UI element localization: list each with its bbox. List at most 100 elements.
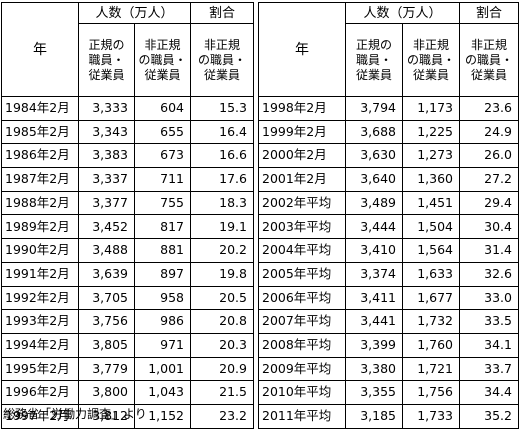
year-cell: 1993年2月 [1, 309, 79, 334]
regular-cell: 3,639 [78, 261, 135, 287]
header-regular: 正規の 職員・ 従業員 [78, 23, 135, 97]
table-row: 2011年平均 3,185 1,733 35.2 [258, 403, 519, 429]
ratio-cell: 17.6 [190, 167, 254, 192]
regular-cell: 3,756 [78, 309, 135, 334]
header-people-group: 人数（万人） [78, 2, 191, 24]
header-year: 年 [258, 2, 346, 97]
ratio-cell: 23.6 [459, 96, 519, 121]
employment-table-right: 年 人数（万人） 割合 正規の 職員・ 従業員 非正規 の職員・ 従業員 非正規 の職員・… [258, 2, 519, 429]
ratio-cell: 30.4 [459, 214, 519, 240]
regular-cell: 3,383 [78, 143, 135, 169]
regular-cell: 3,410 [345, 238, 403, 263]
nonregular-cell: 1,360 [402, 167, 460, 192]
year-cell: 1996年2月 [1, 380, 79, 405]
table-row: 1995年2月 3,779 1,001 20.9 [1, 356, 254, 382]
table-body-right: 1998年2月 3,794 1,173 23.6 1999年2月 3,688 1,225 24… [258, 96, 519, 429]
nonregular-cell: 1,001 [134, 356, 191, 382]
year-cell: 1987年2月 [1, 167, 79, 192]
table-row: 2004年平均 3,410 1,564 31.4 [258, 238, 519, 263]
regular-cell: 3,411 [345, 285, 403, 311]
nonregular-cell: 604 [134, 96, 191, 121]
table-row: 1999年2月 3,688 1,225 24.9 [258, 119, 519, 145]
ratio-cell: 27.2 [459, 167, 519, 192]
nonregular-cell: 1,043 [134, 380, 191, 405]
nonregular-cell: 986 [134, 309, 191, 334]
table-row: 1988年2月 3,377 755 18.3 [1, 190, 254, 216]
regular-cell: 3,355 [345, 380, 403, 405]
nonregular-cell: 755 [134, 190, 191, 216]
ratio-cell: 29.4 [459, 190, 519, 216]
regular-cell: 3,794 [345, 96, 403, 121]
ratio-cell: 21.5 [190, 380, 254, 405]
year-cell: 1991年2月 [1, 261, 79, 287]
ratio-cell: 20.9 [190, 356, 254, 382]
nonregular-cell: 958 [134, 285, 191, 311]
year-cell: 2000年2月 [258, 143, 346, 169]
regular-cell: 3,640 [345, 167, 403, 192]
nonregular-cell: 673 [134, 143, 191, 169]
table-row: 2001年2月 3,640 1,360 27.2 [258, 167, 519, 192]
regular-cell: 3,185 [345, 403, 403, 429]
regular-cell: 3,343 [78, 119, 135, 145]
regular-cell: 3,333 [78, 96, 135, 121]
year-cell: 2007年平均 [258, 309, 346, 334]
header-people-group: 人数（万人） [345, 2, 460, 24]
table-row: 1986年2月 3,383 673 16.6 [1, 143, 254, 169]
ratio-cell: 19.1 [190, 214, 254, 240]
nonregular-cell: 1,633 [402, 261, 460, 287]
nonregular-cell: 1,273 [402, 143, 460, 169]
year-cell: 2001年2月 [258, 167, 346, 192]
nonregular-cell: 971 [134, 332, 191, 358]
ratio-cell: 20.8 [190, 309, 254, 334]
regular-cell: 3,488 [78, 238, 135, 263]
regular-cell: 3,337 [78, 167, 135, 192]
table-row: 2003年平均 3,444 1,504 30.4 [258, 214, 519, 240]
nonregular-cell: 1,756 [402, 380, 460, 405]
header-nonregular: 非正規 の職員・ 従業員 [402, 23, 460, 97]
year-cell: 2003年平均 [258, 214, 346, 240]
header-ratio-group: 割合 [190, 2, 254, 24]
year-cell: 1998年2月 [258, 96, 346, 121]
year-cell: 1989年2月 [1, 214, 79, 240]
year-cell: 2008年平均 [258, 332, 346, 358]
regular-cell: 3,399 [345, 332, 403, 358]
year-cell: 2009年平均 [258, 356, 346, 382]
employment-table-left: 年 人数（万人） 割合 正規の 職員・ 従業員 非正規 の職員・ 従業員 非正規 の職員・… [1, 2, 254, 429]
header-nonregular: 非正規 の職員・ 従業員 [134, 23, 191, 97]
ratio-cell: 15.3 [190, 96, 254, 121]
ratio-cell: 16.4 [190, 119, 254, 145]
nonregular-cell: 1,451 [402, 190, 460, 216]
regular-cell: 3,377 [78, 190, 135, 216]
year-cell: 2006年平均 [258, 285, 346, 311]
nonregular-cell: 1,732 [402, 309, 460, 334]
year-cell: 1984年2月 [1, 96, 79, 121]
header-ratio-group: 割合 [459, 2, 519, 24]
year-cell: 2005年平均 [258, 261, 346, 287]
table-row: 2000年2月 3,630 1,273 26.0 [258, 143, 519, 169]
ratio-cell: 19.8 [190, 261, 254, 287]
nonregular-cell: 1,733 [402, 403, 460, 429]
year-cell: 1992年2月 [1, 285, 79, 311]
table-row: 1985年2月 3,343 655 16.4 [1, 119, 254, 145]
table-row: 1984年2月 3,333 604 15.3 [1, 96, 254, 121]
regular-cell: 3,630 [345, 143, 403, 169]
ratio-cell: 18.3 [190, 190, 254, 216]
regular-cell: 3,444 [345, 214, 403, 240]
ratio-cell: 20.5 [190, 285, 254, 311]
nonregular-cell: 655 [134, 119, 191, 145]
table-body-left: 1984年2月 3,333 604 15.3 1985年2月 3,343 655 16.4 19… [1, 96, 254, 429]
ratio-cell: 35.2 [459, 403, 519, 429]
ratio-cell: 33.7 [459, 356, 519, 382]
nonregular-cell: 897 [134, 261, 191, 287]
table-row: 2010年平均 3,355 1,756 34.4 [258, 380, 519, 405]
year-cell: 2010年平均 [258, 380, 346, 405]
nonregular-cell: 1,721 [402, 356, 460, 382]
year-cell: 1994年2月 [1, 332, 79, 358]
nonregular-cell: 1,564 [402, 238, 460, 263]
table-row: 2007年平均 3,441 1,732 33.5 [258, 309, 519, 334]
table-row: 1998年2月 3,794 1,173 23.6 [258, 96, 519, 121]
regular-cell: 3,688 [345, 119, 403, 145]
year-cell: 2002年平均 [258, 190, 346, 216]
nonregular-cell: 1,225 [402, 119, 460, 145]
ratio-cell: 24.9 [459, 119, 519, 145]
